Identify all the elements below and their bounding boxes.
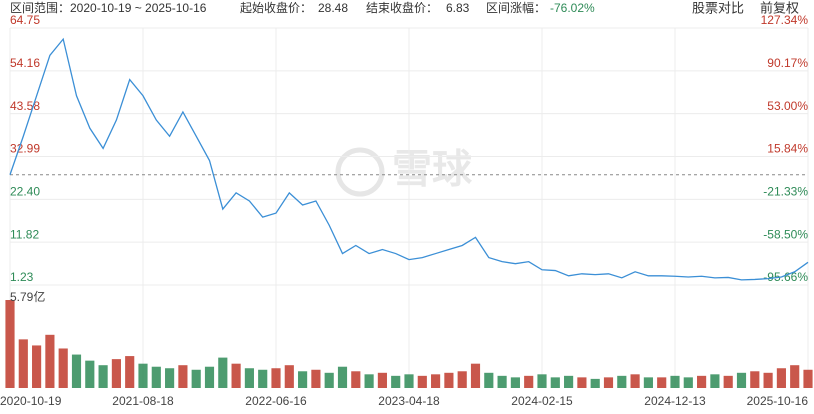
volume-bar xyxy=(191,369,201,388)
header-end-label: 结束收盘价： xyxy=(366,0,438,15)
volume-bar xyxy=(537,374,547,388)
x-tick-label: 2024-12-13 xyxy=(644,394,706,408)
watermark: 雪球 xyxy=(335,147,473,197)
header-range: 2020-10-19 ~ 2025-10-16 xyxy=(70,1,207,15)
header-change: -76.02% xyxy=(550,1,595,15)
price-line xyxy=(9,37,809,281)
volume-bar xyxy=(723,375,733,388)
volume-bar xyxy=(258,369,268,388)
x-tick-label: 2020-10-19 xyxy=(0,394,62,408)
x-tick-label: 2023-04-18 xyxy=(378,394,440,408)
y2-tick-label: -58.50% xyxy=(763,227,808,241)
volume-bar xyxy=(683,377,693,388)
volume-bar xyxy=(404,374,414,388)
volume-bar xyxy=(603,377,614,388)
y-tick-label: 54.16 xyxy=(10,56,40,70)
volume-bar xyxy=(550,377,560,388)
volume-bar xyxy=(643,377,653,388)
header-change-label: 区间涨幅： xyxy=(486,0,546,15)
volume-bar xyxy=(590,378,600,388)
volume-bar xyxy=(417,375,427,388)
volume-bar xyxy=(657,377,667,388)
y-tick-label: 22.40 xyxy=(10,185,40,199)
header-end: 6.83 xyxy=(446,1,470,15)
volume-bar xyxy=(457,371,467,388)
volume-bar xyxy=(444,372,454,388)
volume-bar xyxy=(337,366,348,388)
volume-bar xyxy=(165,368,175,388)
volume-bar xyxy=(111,359,121,388)
x-tick-label: 2021-08-18 xyxy=(112,394,174,408)
y2-tick-label: 90.17% xyxy=(767,56,808,70)
volume-bar xyxy=(284,365,294,388)
volume-bar xyxy=(45,334,55,388)
volume-bar xyxy=(617,375,627,388)
x-tick-label: 2022-06-16 xyxy=(245,394,307,408)
volume-bar xyxy=(630,374,640,388)
volume-bar xyxy=(670,375,680,388)
y2-tick-label: 53.00% xyxy=(767,99,808,113)
volume-bar xyxy=(271,368,281,388)
volume-bar xyxy=(776,368,786,388)
volume-bar xyxy=(204,366,215,388)
volume-bar xyxy=(351,371,361,388)
y-tick-label: 43.58 xyxy=(10,99,40,113)
volume-bar xyxy=(577,377,587,388)
volume-bar xyxy=(736,372,747,388)
y-tick-label: 1.23 xyxy=(10,270,34,284)
volume-bar xyxy=(151,366,161,388)
volume-bar xyxy=(85,360,95,388)
volume-bar xyxy=(98,365,108,388)
volume-bar xyxy=(790,365,800,388)
watermark-icon xyxy=(335,147,385,197)
volume-bar xyxy=(231,363,241,388)
header-start: 28.48 xyxy=(318,1,348,15)
y-tick-label: 32.99 xyxy=(10,142,40,156)
header-range-label: 区间范围： xyxy=(10,1,70,15)
compare-button[interactable]: 股票对比 xyxy=(692,0,744,15)
y-tick-label: 11.82 xyxy=(10,227,39,241)
volume-bar xyxy=(298,371,308,388)
volume-bar xyxy=(218,357,228,388)
volume-bar xyxy=(431,374,441,388)
x-tick-label: 2025-10-16 xyxy=(747,394,809,408)
volume-bar xyxy=(364,374,374,388)
adjust-button[interactable]: 前复权 xyxy=(760,0,799,15)
volume-tick-label: 5.79亿 xyxy=(10,289,45,304)
volume-bar xyxy=(803,369,813,388)
volume-bar xyxy=(18,339,28,388)
y2-tick-label: 15.84% xyxy=(767,142,808,156)
volume-bar xyxy=(391,375,401,388)
y-tick-label: 64.75 xyxy=(10,13,40,27)
volume-bar xyxy=(244,368,254,388)
volume-bar xyxy=(178,365,188,388)
x-tick-label: 2024-02-15 xyxy=(511,394,573,408)
volume-bar xyxy=(377,372,387,388)
volume-bar xyxy=(138,363,148,388)
watermark-text: 雪球 xyxy=(392,148,473,192)
y2-tick-label: 127.34% xyxy=(761,13,809,27)
volume-bar xyxy=(763,372,773,388)
volume-bar xyxy=(497,375,507,388)
volume-bar xyxy=(58,348,68,388)
volume-bar xyxy=(470,363,481,388)
volume-bar xyxy=(5,300,15,388)
volume-bar xyxy=(484,372,494,388)
header-start-label: 起始收盘价： xyxy=(240,0,312,15)
volume-bar xyxy=(697,375,707,388)
volume-bar xyxy=(524,375,534,388)
volume-bar xyxy=(710,374,720,388)
volume-bar xyxy=(71,354,82,388)
y2-tick-label: -95.66% xyxy=(763,270,808,284)
volume-bar xyxy=(324,372,334,388)
volume-bar xyxy=(125,356,135,388)
volume-bar xyxy=(311,369,321,388)
volume-bar xyxy=(564,375,574,388)
y2-tick-label: -21.33% xyxy=(763,185,808,199)
volume-bar xyxy=(510,377,520,388)
volume-bar xyxy=(750,371,760,388)
volume-bar xyxy=(32,345,42,388)
